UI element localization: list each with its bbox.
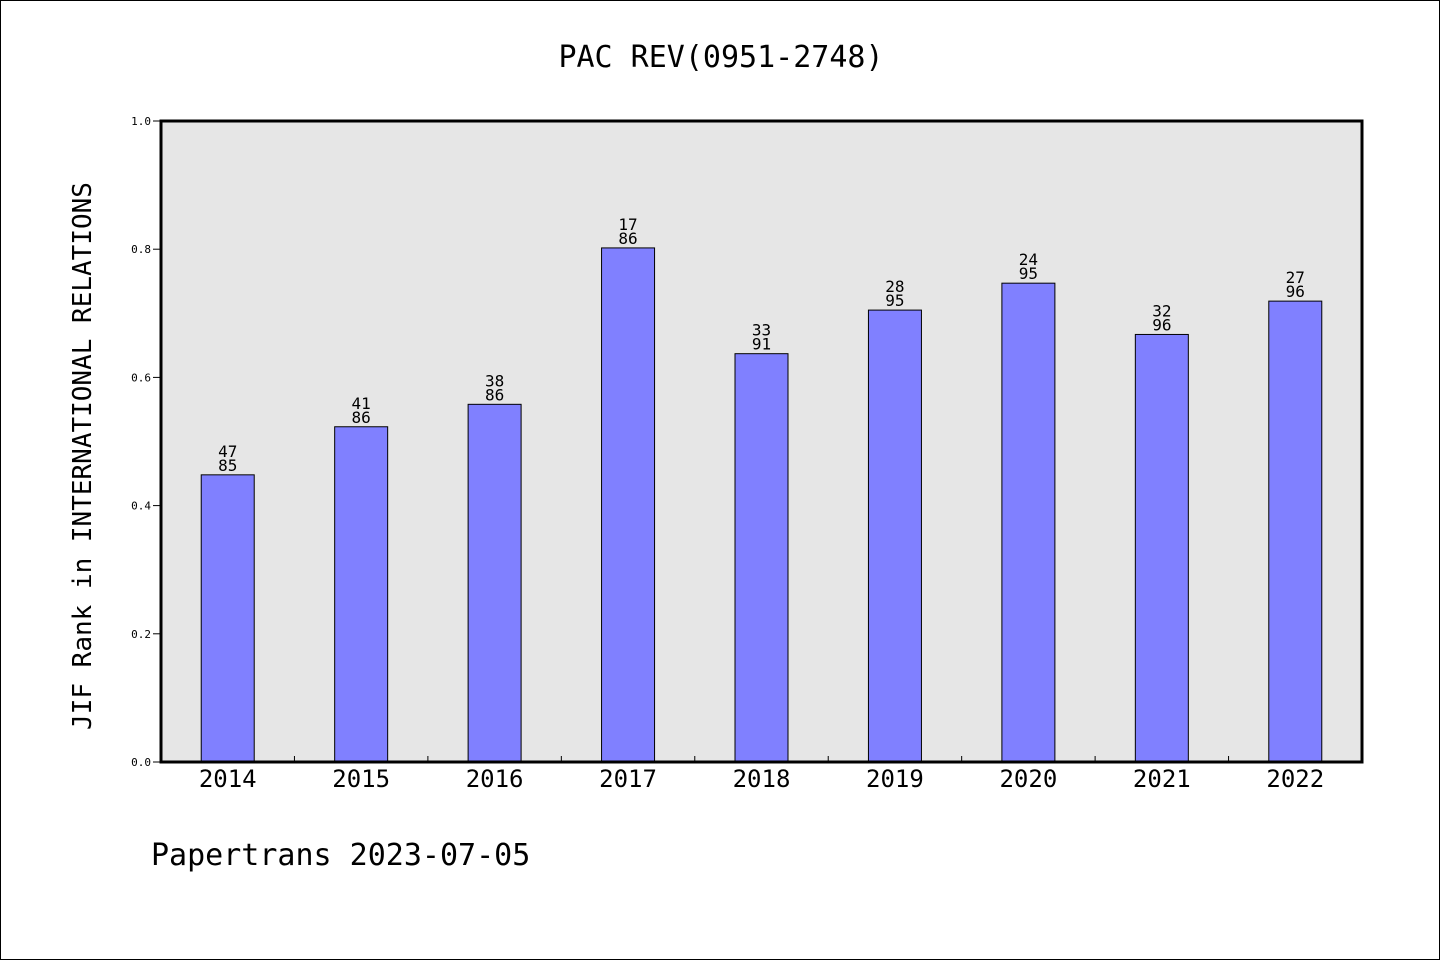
bar-2014 xyxy=(200,474,255,763)
y-tick-label: 0.6 xyxy=(131,371,151,384)
bar-label-total: 96 xyxy=(1286,282,1305,301)
bar-label-total: 86 xyxy=(618,229,637,248)
bar-2021 xyxy=(1134,333,1189,763)
bar-label-rank: 27 xyxy=(1286,268,1305,287)
y-tick-label: 0.0 xyxy=(131,756,151,769)
bar-2015 xyxy=(334,426,389,763)
y-tick-label: 0.4 xyxy=(131,500,151,513)
x-tick-label: 2021 xyxy=(1133,765,1191,793)
bar-2018 xyxy=(734,353,789,763)
x-tick-label: 2019 xyxy=(866,765,924,793)
bar-label-rank: 47 xyxy=(218,442,237,461)
bar-label-rank: 28 xyxy=(885,277,904,296)
bar-label-total: 86 xyxy=(485,385,504,404)
bar-label-total: 85 xyxy=(218,456,237,475)
bar-label-rank: 33 xyxy=(752,321,771,340)
bar-label-total: 95 xyxy=(885,291,904,310)
bar-2019 xyxy=(867,309,922,763)
x-tick-label: 2016 xyxy=(466,765,524,793)
bar-label-rank: 24 xyxy=(1019,250,1038,269)
bar-label-rank: 17 xyxy=(618,215,637,234)
bar-label-total: 96 xyxy=(1152,315,1171,334)
y-axis-label: JIF Rank in INTERNATIONAL RELATIONS xyxy=(68,182,98,730)
x-ticks-group: 2014 2015 2016 2017 2018 2019 2020 2021 2022 xyxy=(199,756,1324,793)
x-tick-label: 2020 xyxy=(999,765,1057,793)
bar-label-rank: 38 xyxy=(485,371,504,390)
bar-label-total: 91 xyxy=(752,335,771,354)
x-tick-label: 2014 xyxy=(199,765,257,793)
bar-label-rank: 32 xyxy=(1152,301,1171,320)
footer-text: Papertrans 2023-07-05 xyxy=(151,838,530,873)
bar-2022 xyxy=(1268,300,1323,763)
x-tick-label: 2015 xyxy=(332,765,390,793)
y-tick-label: 1.0 xyxy=(131,115,151,128)
chart-title: PAC REV(0951-2748) xyxy=(558,40,883,75)
x-tick-label: 2018 xyxy=(733,765,791,793)
bar-2020 xyxy=(1001,282,1056,763)
y-tick-label: 0.8 xyxy=(131,243,151,256)
bar-2016 xyxy=(467,403,522,763)
x-tick-label: 2017 xyxy=(599,765,657,793)
x-tick-label: 2022 xyxy=(1266,765,1324,793)
bar-label-rank: 41 xyxy=(352,394,371,413)
y-ticks-group: 0.0 0.2 0.4 0.6 0.8 1.0 xyxy=(131,115,161,769)
bar-label-total: 86 xyxy=(352,408,371,427)
bar-2017 xyxy=(601,247,656,763)
bar-label-total: 95 xyxy=(1019,264,1038,283)
y-tick-label: 0.2 xyxy=(131,628,151,641)
plot-border xyxy=(159,119,1364,764)
